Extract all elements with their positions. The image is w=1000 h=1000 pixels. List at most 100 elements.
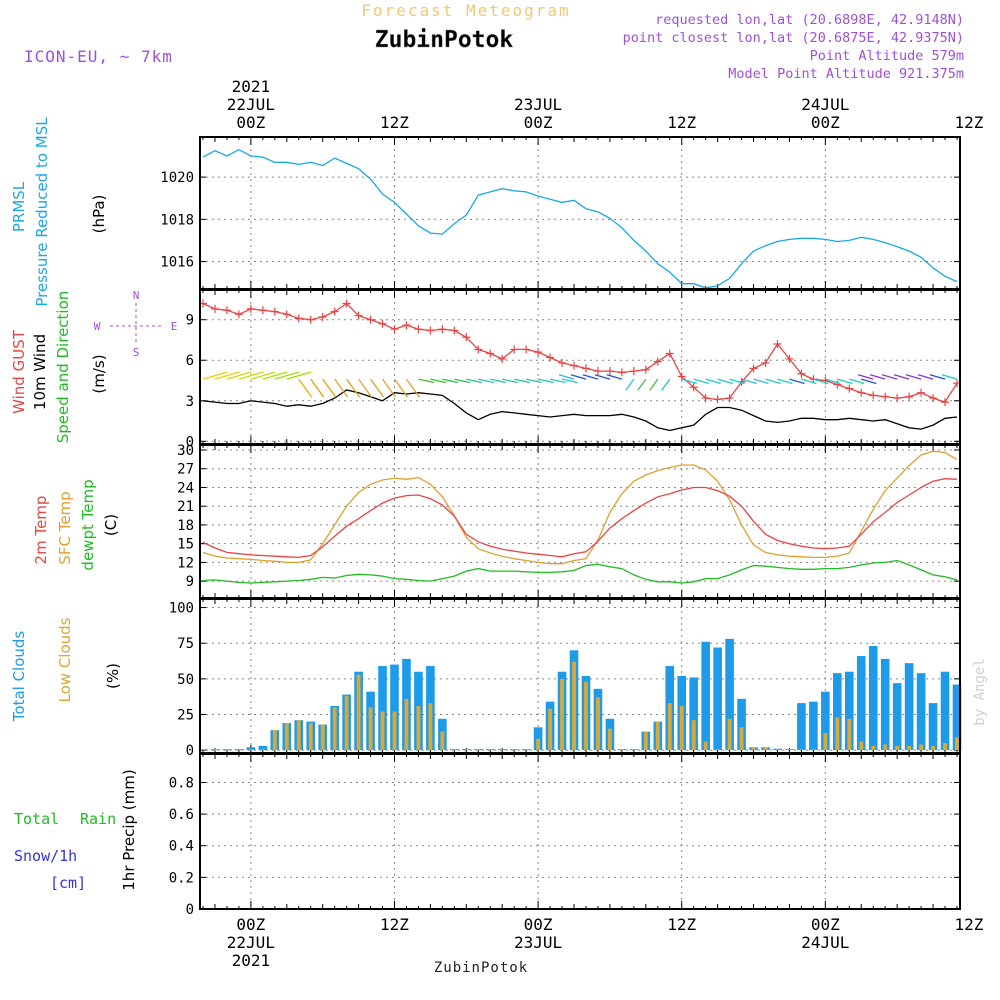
low-cloud-bar <box>799 749 804 751</box>
low-cloud-bar <box>320 724 325 751</box>
wind-direction-arrow <box>929 374 946 380</box>
panel-precip: 0 0.2 0.4 0.6 0.8 <box>169 753 961 918</box>
cloud-labels: Total Clouds Low Clouds (%) <box>10 617 122 722</box>
low-cloud-bar <box>476 749 481 751</box>
gust-marker <box>929 394 938 403</box>
wind-direction-arrow <box>582 374 599 380</box>
wind-direction-arrow <box>801 378 817 385</box>
cloud-unit: (%) <box>104 663 122 689</box>
low-cloud-bar <box>296 720 301 751</box>
gust-marker <box>366 315 375 324</box>
ytick-label-temp: 30 <box>177 443 194 459</box>
low-cloud-bar <box>691 720 696 751</box>
ytick-label-precip: 0 <box>186 902 194 918</box>
gust-marker <box>318 313 327 322</box>
panel-frame-precip <box>199 753 961 910</box>
ytick-label-pressure: 1020 <box>160 170 194 186</box>
wind-direction-arrow <box>625 378 635 391</box>
total-cloud-label: Total Clouds <box>10 631 28 723</box>
compass-w: W <box>94 320 101 333</box>
gust-marker <box>773 340 782 349</box>
compass-e: E <box>171 320 178 333</box>
wind-direction-arrow <box>765 378 781 385</box>
pressure-series-line <box>202 148 958 289</box>
bottom-hour-label: 00Z <box>236 915 265 934</box>
gust-marker <box>498 354 507 363</box>
wind-direction-arrow <box>917 374 934 380</box>
low-cloud-bar <box>667 703 672 751</box>
bottom-day-label: 23JUL <box>514 933 562 952</box>
bottom-hour-label: 00Z <box>811 915 840 934</box>
wind-direction-arrow <box>693 378 709 385</box>
low-cloud-bar <box>392 711 397 751</box>
total-cloud-bar <box>904 663 914 751</box>
bottom-hour-label: 12Z <box>380 915 409 934</box>
ytick-label-clouds: 50 <box>177 672 194 688</box>
gust-marker <box>665 349 674 358</box>
t2m-series-line <box>202 478 958 559</box>
wind-direction-arrow <box>454 378 470 384</box>
wind-direction-arrow <box>214 371 240 380</box>
gust-marker <box>390 325 399 334</box>
low-cloud-bar <box>584 681 588 751</box>
wind-direction-arrow <box>381 378 397 398</box>
total-cloud-bar <box>940 671 950 751</box>
low-cloud-bar <box>703 741 708 751</box>
total-cloud-bar <box>868 646 878 751</box>
wind-direction-arrow <box>418 378 435 384</box>
compass-rose: N S W E <box>94 289 178 359</box>
model-point-altitude: Model Point Altitude 921.375m <box>728 66 964 82</box>
ytick-label-wind: 6 <box>186 353 194 369</box>
wind-direction-arrow <box>837 378 853 385</box>
wind-unit: (m/s) <box>90 354 108 393</box>
wind-direction-arrow <box>358 378 373 398</box>
low-cloud-bar <box>236 749 241 751</box>
wind-direction-arrow <box>849 378 865 385</box>
total-cloud-bar <box>892 683 902 751</box>
gust-marker <box>330 307 339 316</box>
total-cloud-bar <box>952 684 962 751</box>
wind-direction-arrow <box>370 378 385 398</box>
temp-labels: 2m Temp SFC Temp dewpt Temp (C) <box>32 479 120 570</box>
wind-direction-arrow <box>789 378 805 385</box>
snow-unit: [cm] <box>50 874 86 892</box>
wind-direction-arrow <box>561 378 578 384</box>
wind-direction-arrow <box>729 378 745 385</box>
wind-direction-arrow <box>905 374 922 380</box>
gust-marker <box>905 392 914 401</box>
wind-direction-arrow <box>514 378 530 384</box>
wind-direction-arrow <box>661 378 671 391</box>
total-cloud-bar <box>856 656 866 751</box>
low-cloud-bar <box>260 749 265 751</box>
gust-marker <box>761 358 770 367</box>
gust-marker <box>294 314 303 323</box>
gust-marker <box>593 367 602 376</box>
ytick-label-precip: 0.8 <box>169 775 194 791</box>
total-cloud-bar <box>713 647 722 751</box>
wind-direction-arrow <box>717 378 733 385</box>
low-cloud-bar <box>619 749 624 751</box>
watermark: by Angel <box>972 658 988 725</box>
wind-direction-arrow <box>250 371 276 380</box>
total-cloud-bar <box>880 658 890 751</box>
wind-labels: Wind GUST 10m Wind Speed and Direction (… <box>10 289 177 443</box>
ytick-label-pressure: 1018 <box>160 212 194 228</box>
gust-marker <box>677 372 686 381</box>
wind-direction-arrow <box>570 374 587 380</box>
low-cloud-bar <box>847 718 852 751</box>
gust-marker <box>474 345 483 354</box>
wind-direction-arrow <box>405 378 420 398</box>
prmsl-label: PRMSL <box>10 181 28 232</box>
low-cloud-bar <box>416 705 421 751</box>
low-cloud-bar <box>739 727 744 751</box>
wind-direction-arrow <box>861 378 877 385</box>
panel-temp: 9 12 15 18 21 24 27 30 <box>177 443 961 599</box>
wind-direction-arrow <box>262 371 288 380</box>
wind-direction-arrow <box>681 378 697 385</box>
top-hour-label: 12Z <box>955 113 984 132</box>
total-cloud-bar <box>246 747 256 751</box>
wind-direction-arrow <box>858 374 874 380</box>
gust-marker <box>881 392 890 401</box>
